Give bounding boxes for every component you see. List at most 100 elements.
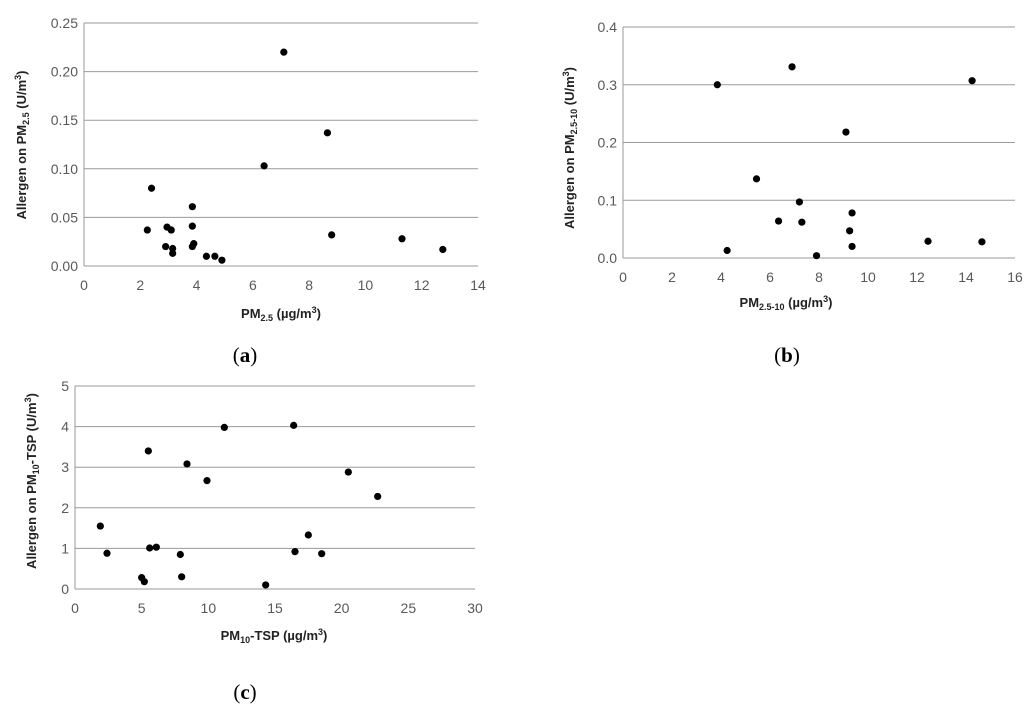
data-point <box>788 63 796 71</box>
x-tick-label: 10 <box>201 600 217 616</box>
y-tick-label: 0.25 <box>51 15 78 31</box>
data-point <box>723 246 731 255</box>
data-point <box>713 81 721 89</box>
data-point <box>262 581 270 589</box>
x-tick-label: 10 <box>860 269 876 285</box>
gridlines <box>83 22 478 267</box>
data-point <box>140 578 148 586</box>
data-points <box>143 48 447 264</box>
x-tick-label: 14 <box>470 277 486 293</box>
x-tick-label: 25 <box>401 600 417 616</box>
panel-label-b: (b) <box>774 343 800 367</box>
x-axis-title: PM10-TSP (µg/m3) <box>221 627 328 645</box>
x-axis-title: PM2.5-10 (µg/m3) <box>740 294 833 312</box>
x-axis-title: PM2.5 (µg/m3) <box>241 305 321 323</box>
x-tick-label: 30 <box>467 600 483 616</box>
data-point <box>146 544 154 552</box>
data-point <box>202 252 211 260</box>
data-point <box>968 77 976 85</box>
x-tick-label: 0 <box>71 600 79 616</box>
x-tick-label: 4 <box>717 269 725 285</box>
data-point <box>190 240 198 248</box>
x-tick-label: 10 <box>358 277 374 293</box>
data-point <box>924 237 932 245</box>
data-points <box>96 421 382 589</box>
tick-labels: 0.00 0.05 0.10 0.15 0.20 0.25 0 2 4 6 8 10 12 14 <box>51 15 486 293</box>
x-tick-label: 0 <box>80 277 88 293</box>
gridlines <box>622 26 1015 259</box>
tick-labels: 0.0 0.1 0.2 0.3 0.4 0 2 4 6 8 10 12 14 16 <box>598 19 1023 285</box>
data-point <box>398 235 406 243</box>
y-axis-title: Allergen on PM10-TSP (U/m3) <box>23 393 41 569</box>
data-point <box>96 522 104 530</box>
data-point <box>260 162 268 170</box>
data-point <box>188 222 196 230</box>
data-point <box>176 550 184 559</box>
y-tick-label: 0 <box>61 581 69 597</box>
data-point <box>842 128 850 136</box>
x-tick-label: 15 <box>267 600 283 616</box>
gridlines <box>74 385 475 590</box>
data-point <box>752 175 761 183</box>
y-axis-title: Allergen on PM2.5 (U/m3) <box>13 71 31 220</box>
y-tick-label: 0.3 <box>598 77 618 93</box>
x-tick-label: 4 <box>193 277 201 293</box>
panel-label-a: (a) <box>233 343 258 367</box>
y-axis-title: Allergen on PM2.5-10 (U/m3) <box>561 67 579 229</box>
data-point <box>169 249 177 257</box>
data-point <box>795 198 804 206</box>
data-point <box>143 226 151 234</box>
x-tick-label: 8 <box>815 269 823 285</box>
y-tick-label: 3 <box>61 459 69 475</box>
data-point <box>291 548 299 556</box>
data-point <box>848 209 856 217</box>
data-point <box>147 184 156 192</box>
data-point <box>218 256 226 264</box>
data-point <box>280 48 288 56</box>
x-tick-label: 20 <box>334 600 350 616</box>
x-tick-label: 14 <box>958 269 974 285</box>
x-tick-label: 6 <box>766 269 774 285</box>
y-tick-label: 1 <box>61 540 69 556</box>
data-point <box>162 242 170 251</box>
data-point <box>211 252 219 260</box>
x-tick-label: 6 <box>249 277 257 293</box>
data-point <box>188 203 196 211</box>
y-tick-label: 0.10 <box>51 161 78 177</box>
data-point <box>798 218 806 226</box>
y-tick-label: 2 <box>61 500 69 516</box>
y-tick-label: 0.2 <box>598 135 618 151</box>
data-point <box>978 238 986 246</box>
data-point <box>203 476 211 485</box>
x-tick-label: 2 <box>136 277 144 293</box>
chart-panel-a: 0.00 0.05 0.10 0.15 0.20 0.25 0 2 4 6 8 10 12 14 PM2.… <box>13 15 486 367</box>
data-point <box>304 531 312 539</box>
y-tick-label: 5 <box>61 378 69 394</box>
chart-panel-b: 0.0 0.1 0.2 0.3 0.4 0 2 4 6 8 10 12 14 16 PM2.5-10 (µ… <box>561 19 1023 367</box>
data-point <box>774 217 783 225</box>
y-tick-label: 0.0 <box>598 250 618 266</box>
data-point <box>318 550 326 558</box>
panel-label-c: (c) <box>233 680 256 704</box>
y-tick-label: 0.05 <box>51 209 78 225</box>
tick-labels: 0 1 2 3 4 5 0 5 10 15 20 25 30 <box>61 378 483 616</box>
data-point <box>812 252 821 260</box>
data-point <box>178 573 186 581</box>
data-point <box>323 129 332 137</box>
data-point <box>220 423 228 432</box>
data-point <box>374 492 382 501</box>
data-point <box>328 231 336 239</box>
data-point <box>152 543 160 551</box>
x-tick-label: 12 <box>909 269 925 285</box>
y-tick-label: 0.4 <box>598 19 618 35</box>
x-tick-label: 12 <box>414 277 430 293</box>
y-tick-label: 0.1 <box>598 192 618 208</box>
data-point <box>848 242 856 251</box>
x-tick-label: 0 <box>619 269 627 285</box>
x-tick-label: 2 <box>668 269 676 285</box>
y-tick-label: 0.00 <box>51 258 78 274</box>
data-point <box>344 468 352 476</box>
data-point <box>439 245 447 254</box>
data-point <box>103 549 111 557</box>
